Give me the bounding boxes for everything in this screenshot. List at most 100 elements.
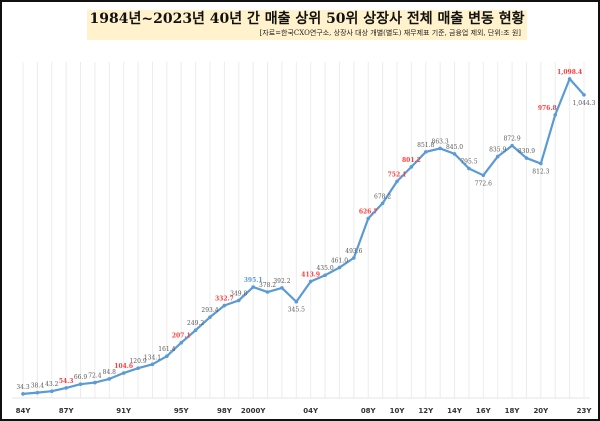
- chart-title: 1984년~2023년 40년 간 매출 상위 50위 상장사 전체 매출 변동…: [89, 11, 525, 27]
- data-label: 1,098.4: [557, 69, 582, 76]
- data-point: [107, 377, 112, 381]
- data-label: 161.4: [158, 346, 175, 353]
- x-tick-label: 91Y: [116, 407, 132, 415]
- data-point: [93, 380, 97, 385]
- data-label: 54.3: [59, 378, 74, 385]
- data-point: [438, 146, 442, 151]
- data-point: [193, 328, 198, 333]
- data-label: 872.9: [503, 136, 520, 143]
- x-tick-label: 16Y: [476, 407, 492, 415]
- data-label: 38.4: [31, 383, 45, 390]
- data-point: [165, 354, 169, 359]
- data-label: 72.4: [88, 373, 102, 380]
- x-tick-label: 04Y: [303, 407, 319, 415]
- data-label: 493.6: [345, 248, 362, 255]
- data-label: 461.0: [331, 258, 348, 265]
- x-tick-label: 18Y: [505, 407, 521, 415]
- data-label: 207.1: [172, 333, 191, 340]
- data-point: [395, 179, 399, 184]
- data-point: [452, 152, 457, 156]
- data-label: 812.3: [532, 169, 549, 176]
- data-point: [136, 366, 140, 371]
- data-point: [280, 286, 284, 290]
- data-label: 435.0: [316, 265, 333, 272]
- chart-subtitle: [자료=한국CXO연구소, 상장사 대상 개별(별도) 재무제표 기준, 금융업…: [259, 29, 521, 37]
- data-point: [21, 392, 25, 396]
- data-point: [337, 265, 342, 270]
- x-tick-label: 08Y: [361, 407, 377, 415]
- data-point: [582, 93, 586, 97]
- data-label: 845.0: [446, 144, 463, 151]
- data-point: [208, 315, 212, 319]
- data-label: 835.9: [489, 147, 506, 154]
- data-point: [495, 154, 500, 159]
- data-point: [265, 290, 270, 294]
- data-point: [352, 256, 356, 260]
- data-label: 34.3: [16, 384, 30, 391]
- data-label: 1,044.3: [573, 100, 596, 107]
- x-tick-label: 87Y: [59, 407, 75, 415]
- data-point: [510, 143, 514, 148]
- data-label: 795.5: [460, 159, 477, 166]
- x-tick-label: 2000Y: [241, 407, 266, 415]
- data-label: 349.8: [230, 290, 247, 297]
- data-point: [539, 161, 543, 166]
- data-label: 134.1: [144, 354, 161, 361]
- data-label: 801.2: [402, 157, 421, 164]
- data-point: [179, 340, 184, 345]
- data-label: 378.2: [259, 282, 276, 289]
- x-tick-label: 84Y: [16, 407, 32, 415]
- data-label: 395.1: [244, 277, 263, 284]
- x-tick-label: 14Y: [447, 407, 463, 415]
- data-label: 413.9: [301, 271, 320, 278]
- data-label: 43.2: [45, 381, 59, 388]
- data-point: [567, 77, 572, 81]
- data-label: 120.9: [129, 358, 146, 365]
- data-point: [78, 382, 83, 386]
- data-point: [481, 173, 486, 178]
- data-label: 678.2: [374, 193, 391, 200]
- x-tick-label: 10Y: [390, 407, 406, 415]
- data-point: [553, 113, 558, 117]
- data-point: [35, 390, 40, 395]
- data-point: [308, 279, 313, 284]
- data-label: 976.8: [538, 105, 557, 112]
- data-point: [380, 201, 385, 206]
- data-label: 851.8: [417, 142, 434, 149]
- data-label: 392.2: [273, 278, 290, 285]
- series-line: [22, 77, 585, 395]
- data-label: 84.8: [103, 369, 117, 376]
- x-tick-label: 23Y: [577, 407, 593, 415]
- x-tick-label: 98Y: [217, 407, 233, 415]
- data-label: 293.4: [201, 307, 218, 314]
- data-label: 752.1: [388, 171, 407, 178]
- x-tick-label: 20Y: [533, 407, 549, 415]
- data-label: 249.2: [187, 320, 204, 327]
- x-tick-label: 12Y: [418, 407, 434, 415]
- data-label: 830.9: [518, 148, 535, 155]
- data-label: 345.5: [288, 307, 305, 314]
- data-point: [251, 285, 255, 289]
- x-tick-label: 95Y: [174, 407, 190, 415]
- data-label: 332.7: [215, 296, 234, 303]
- data-point: [409, 165, 414, 169]
- title-box: 1984년~2023년 40년 간 매출 상위 50위 상장사 전체 매출 변동…: [87, 10, 527, 40]
- data-label: 626.7: [359, 208, 378, 215]
- data-point: [423, 150, 428, 154]
- data-point: [49, 389, 54, 394]
- data-point: [222, 303, 227, 308]
- data-label: 66.9: [74, 374, 88, 381]
- data-label: 772.6: [475, 180, 492, 187]
- data-point: [150, 362, 155, 367]
- data-point: [366, 216, 371, 221]
- data-point: [524, 156, 529, 160]
- data-point: [294, 299, 299, 304]
- data-point: [236, 298, 241, 303]
- data-point: [467, 166, 471, 171]
- data-point: [64, 386, 68, 390]
- data-point: [121, 371, 126, 375]
- data-label: 863.3: [432, 138, 449, 145]
- data-point: [323, 273, 327, 278]
